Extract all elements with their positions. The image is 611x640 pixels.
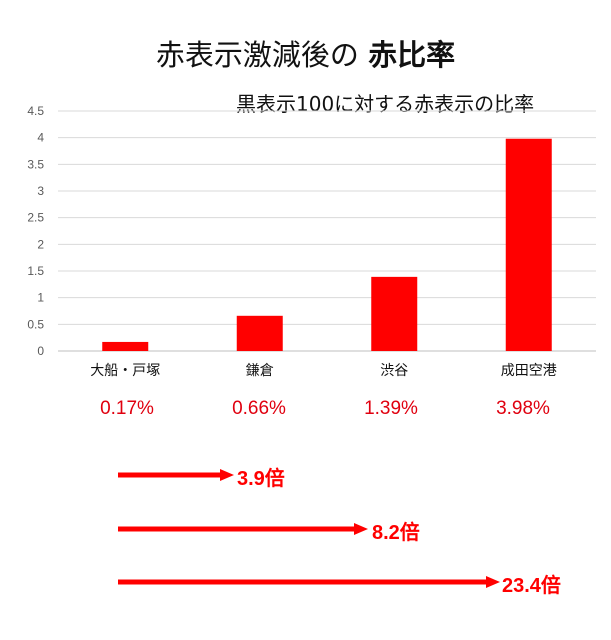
- x-tick-label: 大船・戸塚: [90, 363, 160, 379]
- x-tick-label: 成田空港: [501, 363, 557, 379]
- bar: [371, 276, 418, 351]
- y-tick-label: 3: [37, 184, 44, 198]
- y-tick-label: 1: [37, 291, 44, 305]
- y-tick-label: 0: [37, 344, 44, 358]
- chart-title-bold: 赤比率: [368, 38, 456, 72]
- x-tick-label: 鎌倉: [246, 363, 274, 379]
- y-tick-label: 3.5: [27, 157, 44, 171]
- ratio-label-2: 8.2倍: [372, 522, 420, 544]
- ratio-arrow-3: [118, 576, 500, 588]
- chart-title: 赤表示激減後の 赤比率: [0, 32, 611, 74]
- bar: [505, 138, 552, 351]
- percent-label-shibuya: 1.39%: [364, 398, 418, 419]
- y-tick-label: 4: [37, 131, 44, 145]
- percent-label-narita: 3.98%: [496, 398, 550, 419]
- ratio-label-3: 23.4倍: [502, 575, 561, 597]
- ratio-arrow-1: [118, 469, 234, 481]
- chart-title-prefix: 赤表示激減後の: [155, 38, 359, 72]
- y-tick-label: 4.5: [27, 104, 44, 118]
- y-tick-label: 2.5: [27, 211, 44, 225]
- x-tick-label: 渋谷: [380, 363, 408, 379]
- y-tick-label: 1.5: [27, 264, 44, 278]
- y-tick-label: 0.5: [27, 317, 44, 331]
- bar: [236, 315, 283, 351]
- percent-label-ofuna: 0.17%: [100, 398, 154, 419]
- ratio-arrow-2: [118, 523, 368, 535]
- percent-label-kamakura: 0.66%: [232, 398, 286, 419]
- bar: [102, 341, 149, 351]
- chart-subtitle: 黒表示100に対する赤表示の比率: [236, 92, 535, 116]
- bar-chart: 0 0.5 1 1.5 2 2.5 3 3.5 4 4.5 大船・戸塚 鎌倉 渋谷 成田空港: [27, 104, 596, 379]
- ratio-label-1: 3.9倍: [237, 468, 285, 490]
- y-tick-label: 2: [37, 237, 44, 251]
